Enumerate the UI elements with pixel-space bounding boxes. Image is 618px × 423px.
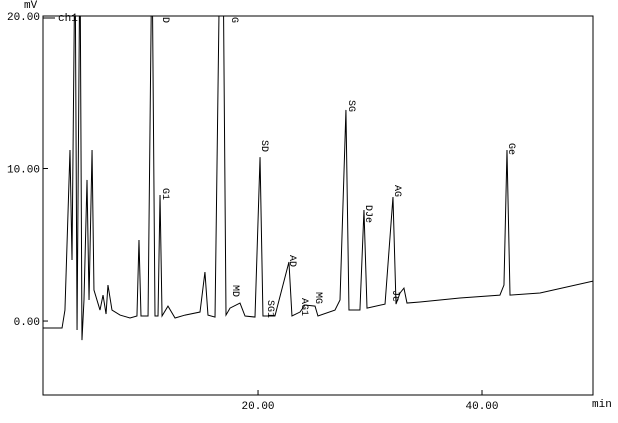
peak-label: DJe [362, 205, 373, 223]
y-tick-label: 20.00 [7, 12, 40, 24]
peak-label: SG [345, 100, 356, 112]
y-tick-label: 10.00 [7, 165, 40, 177]
peak-label: G [228, 17, 239, 23]
peak-label: MD [229, 285, 240, 297]
x-axis-label: min [592, 399, 612, 411]
trace [43, 16, 593, 341]
peak-label: AD [286, 255, 297, 267]
y-tick-label: 0.00 [14, 317, 40, 329]
x-tick-label: 20.00 [242, 401, 275, 413]
peak-label: Je [389, 290, 400, 302]
peak-label: G1 [159, 188, 170, 200]
plot-frame [42, 15, 594, 396]
x-tick-label: 40.00 [466, 401, 499, 413]
peak-label: AG1 [298, 298, 309, 316]
y-axis-label: mV [24, 0, 38, 12]
channel-label: ch1 [58, 13, 78, 25]
peak-label: SG1 [264, 300, 275, 318]
peak-label: Ge [505, 143, 516, 155]
peak-label: AG [391, 185, 402, 197]
peak-label: D [159, 17, 170, 23]
peak-label: SD [258, 140, 269, 152]
plot-area [43, 16, 593, 341]
peak-label: MG [312, 292, 323, 304]
